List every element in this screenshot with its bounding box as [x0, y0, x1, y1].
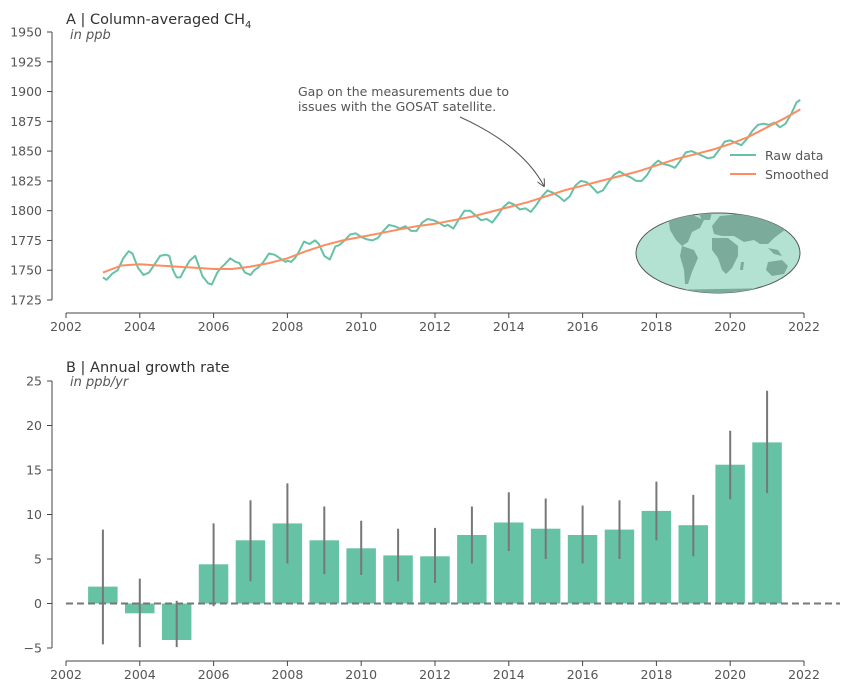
panel-b-y-tick-label: 15 [26, 463, 42, 478]
panel-a-y-tick-label: 1875 [10, 114, 42, 129]
panel-b-x-tick-label: 2022 [788, 667, 820, 682]
smoothed-line [102, 108, 801, 274]
panel-b-title: B | Annual growth rate [66, 360, 230, 376]
panel-b-x-tick-label: 2008 [271, 667, 303, 682]
panel-a-y-tick-label: 1775 [10, 233, 42, 248]
panel-a-x-tick-label: 2012 [419, 319, 451, 334]
panel-a-y-tick-label: 1925 [10, 54, 42, 69]
panel-a-y-tick-label: 1900 [10, 84, 42, 99]
raw-data-line [102, 99, 801, 286]
panel-b-y-tick-label: 20 [26, 418, 42, 433]
panel-a-series [102, 99, 801, 286]
panel-b-x-tick-label: 2002 [50, 667, 82, 682]
panel-a: A | Column-averaged CH4 in ppb 2002 2004 2… [10, 12, 829, 334]
panel-b-x-tick-label: 2004 [124, 667, 156, 682]
gap-annotation-line-1: Gap on the measurements due to [298, 84, 509, 99]
panel-a-y-tick-label: 1750 [10, 263, 42, 278]
panel-a-y-tick-label: 1825 [10, 173, 42, 188]
gap-annotation-arrow [459, 116, 544, 186]
legend-smoothed-label: Smoothed [765, 167, 829, 182]
panel-a-title: A | Column-averaged CH4 [66, 12, 251, 31]
panel-b-y-tick-label: 10 [26, 507, 42, 522]
panel-b-y-tick-label: 0 [34, 596, 42, 611]
panel-b-x-ticks: 2002 2004 2006 2008 2010 2012 2014 2016 2018 2020… [50, 661, 820, 682]
panel-b-error-bars [101, 390, 769, 648]
panel-a-x-tick-label: 2022 [788, 319, 820, 334]
panel-b-x-tick-label: 2020 [714, 667, 746, 682]
panel-a-x-tick-label: 2018 [640, 319, 672, 334]
panel-b-x-tick-label: 2014 [493, 667, 525, 682]
panel-a-y-tick-label: 1800 [10, 203, 42, 218]
panel-b-y-tick-label: 5 [34, 552, 42, 567]
panel-a-x-tick-label: 2010 [345, 319, 377, 334]
panel-a-y-ticks: 1725 1750 1775 1800 1825 1850 1875 1900 1925 1950 [10, 25, 52, 308]
gap-annotation-line-2: issues with the GOSAT satellite. [298, 99, 496, 114]
panel-b-x-tick-label: 2012 [419, 667, 451, 682]
panel-a-x-tick-label: 2016 [567, 319, 599, 334]
panel-a-x-tick-label: 2004 [124, 319, 156, 334]
panel-a-y-tick-label: 1725 [10, 293, 42, 308]
panel-a-x-tick-label: 2008 [271, 319, 303, 334]
panel-a-x-tick-label: 2002 [50, 319, 82, 334]
panel-a-x-ticks: 2002 2004 2006 2008 2010 2012 2014 2016 2018 2020… [50, 313, 820, 334]
panel-b-x-tick-label: 2016 [567, 667, 599, 682]
panel-b-x-tick-label: 2010 [345, 667, 377, 682]
panel-a-y-tick-label: 1850 [10, 144, 42, 159]
panel-b-y-tick-label: 25 [26, 374, 42, 389]
panel-a-unit: in ppb [70, 28, 111, 43]
panel-a-x-tick-label: 2006 [198, 319, 230, 334]
panel-b-y-tick-label: −5 [24, 641, 42, 656]
panel-b-x-tick-label: 2006 [198, 667, 230, 682]
panel-a-x-tick-label: 2014 [493, 319, 525, 334]
panel-b-unit: in ppb/yr [70, 375, 130, 390]
legend: Raw data Smoothed [730, 148, 829, 182]
legend-raw-label: Raw data [765, 148, 823, 163]
world-map-icon [635, 212, 801, 294]
panel-b-y-ticks: −5 0 5 10 15 20 25 [24, 374, 52, 656]
panel-b: B | Annual growth rate in ppb/yr 2002 200… [24, 360, 840, 682]
panel-a-y-tick-label: 1950 [10, 25, 42, 40]
panel-a-x-tick-label: 2020 [714, 319, 746, 334]
panel-b-x-tick-label: 2018 [640, 667, 672, 682]
